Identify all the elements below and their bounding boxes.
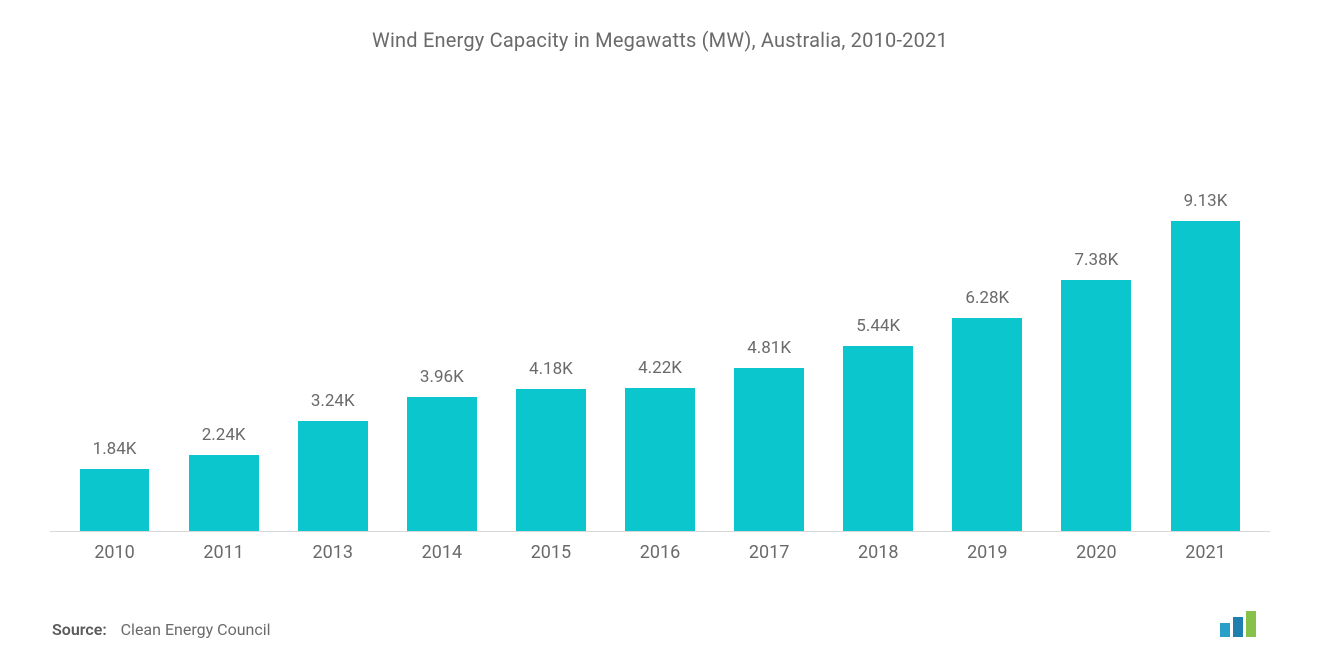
x-tick-label: 2015 xyxy=(496,542,605,563)
bar-value-label: 3.96K xyxy=(420,367,464,387)
bar-slot: 4.81K xyxy=(715,150,824,531)
bar-value-label: 5.44K xyxy=(856,316,900,336)
bar-value-label: 6.28K xyxy=(965,288,1009,308)
bar xyxy=(1171,221,1241,531)
bar-value-label: 4.22K xyxy=(638,358,682,378)
source-label: Source: xyxy=(52,620,107,639)
bar-slot: 6.28K xyxy=(933,150,1042,531)
bar-value-label: 4.18K xyxy=(529,359,573,379)
bar xyxy=(952,318,1022,531)
x-tick-label: 2010 xyxy=(60,542,169,563)
bar-slot: 3.96K xyxy=(387,150,496,531)
bar-value-label: 7.38K xyxy=(1074,250,1118,270)
x-tick-label: 2020 xyxy=(1042,542,1151,563)
bar xyxy=(516,389,586,531)
logo-icon xyxy=(1214,609,1268,639)
source-text: Clean Energy Council xyxy=(121,620,271,639)
bar-value-label: 2.24K xyxy=(202,425,246,445)
bar-slot: 3.24K xyxy=(278,150,387,531)
bar xyxy=(80,469,150,531)
bar-slot: 9.13K xyxy=(1151,150,1260,531)
bar xyxy=(189,455,259,531)
x-tick-label: 2014 xyxy=(387,542,496,563)
bar-slot: 4.18K xyxy=(496,150,605,531)
brand-logo xyxy=(1214,609,1268,639)
chart-footer: Source: Clean Energy Council xyxy=(50,609,1270,645)
bar-value-label: 3.24K xyxy=(311,391,355,411)
chart-container: Wind Energy Capacity in Megawatts (MW), … xyxy=(0,0,1320,665)
bar xyxy=(298,421,368,531)
plot-area: 1.84K 2.24K 3.24K 3.96K 4.18K 4.22K 4.81K 5.44K… xyxy=(50,60,1270,532)
bar-value-label: 4.81K xyxy=(747,338,791,358)
source-line: Source: Clean Energy Council xyxy=(52,620,271,639)
x-tick-label: 2019 xyxy=(933,542,1042,563)
bar xyxy=(625,388,695,531)
bar xyxy=(407,397,477,531)
bar-slot: 1.84K xyxy=(60,150,169,531)
bar-slot: 7.38K xyxy=(1042,150,1151,531)
x-tick-label: 2013 xyxy=(278,542,387,563)
bar-value-label: 9.13K xyxy=(1184,191,1228,211)
x-tick-label: 2016 xyxy=(605,542,714,563)
bar xyxy=(843,346,913,531)
x-tick-label: 2011 xyxy=(169,542,278,563)
x-tick-label: 2021 xyxy=(1151,542,1260,563)
bar-slot: 5.44K xyxy=(824,150,933,531)
bar-value-label: 1.84K xyxy=(93,439,137,459)
x-tick-label: 2018 xyxy=(824,542,933,563)
x-tick-label: 2017 xyxy=(715,542,824,563)
bar-slot: 4.22K xyxy=(605,150,714,531)
bar xyxy=(734,368,804,531)
chart-title: Wind Energy Capacity in Megawatts (MW), … xyxy=(50,28,1270,52)
bar xyxy=(1061,280,1131,531)
x-axis: 2010201120132014201520162017201820192020… xyxy=(50,532,1270,563)
bar-slot: 2.24K xyxy=(169,150,278,531)
